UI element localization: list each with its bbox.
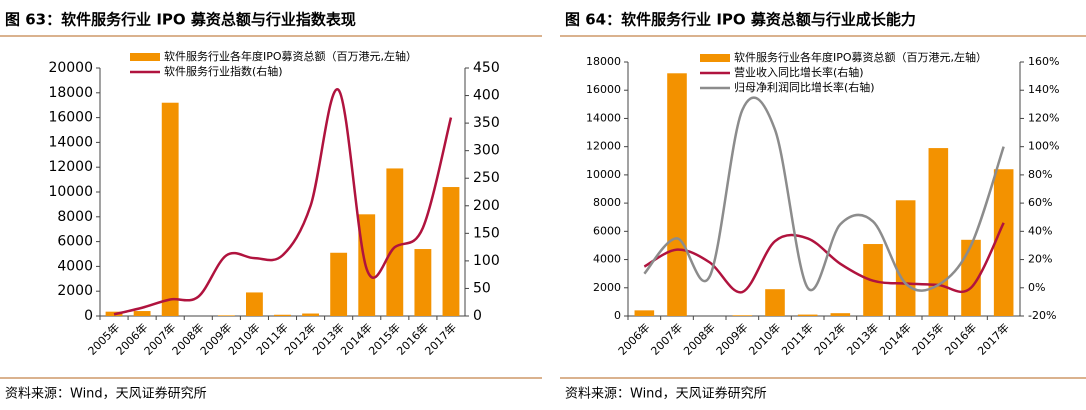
y-tick-label: 4000 (57, 258, 93, 274)
y2-tick-label: 160% (1028, 55, 1059, 68)
y2-tick-label: 450 (473, 60, 500, 76)
legend-label: 归母净利润同比增长率(右轴) (734, 80, 875, 94)
y2-tick-label: 250 (473, 170, 500, 186)
y2-tick-label: 150 (473, 225, 500, 241)
bar (414, 249, 432, 316)
legend-label: 软件服务行业指数(右轴) (164, 64, 283, 78)
y-tick-label: 20000 (48, 60, 93, 76)
y-tick-label: 6000 (593, 224, 621, 237)
y-tick-label: 2000 (57, 283, 93, 299)
chart-title: 图 64：软件服务行业 IPO 募资总额与行业成长能力 (565, 11, 916, 29)
y2-tick-label: 400 (473, 88, 500, 104)
chart-title: 图 63：软件服务行业 IPO 募资总额与行业指数表现 (5, 11, 356, 29)
legend-label: 软件服务行业各年度IPO募资总额（百万港元,左轴） (164, 49, 417, 63)
y-tick-label: 14000 (48, 134, 93, 150)
y-tick-label: 0 (84, 308, 93, 324)
y-tick-label: 10000 (48, 184, 93, 200)
y2-tick-label: 100 (473, 253, 500, 269)
line (643, 222, 1005, 294)
bar (442, 187, 460, 316)
y-tick-label: 8000 (593, 196, 621, 209)
y-tick-label: 12000 (586, 140, 621, 153)
y2-tick-label: 120% (1028, 111, 1059, 124)
bar (217, 315, 235, 316)
bar (667, 73, 687, 317)
y-tick-label: 16000 (586, 83, 621, 96)
y-tick-label: 4000 (593, 253, 621, 266)
y2-tick-label: 0% (1028, 281, 1045, 294)
y-tick-label: 6000 (57, 234, 93, 250)
y2-tick-label: 300 (473, 143, 500, 159)
legend-swatch (700, 54, 730, 62)
y-tick-label: 18000 (48, 85, 93, 101)
y2-tick-label: -20% (1028, 309, 1056, 322)
y2-tick-label: 60% (1028, 196, 1052, 209)
bar (133, 311, 151, 316)
y2-tick-label: 0 (473, 308, 482, 324)
y2-tick-label: 140% (1028, 83, 1059, 96)
bar (765, 289, 785, 316)
y-tick-label: 14000 (586, 111, 621, 124)
y-tick-label: 10000 (586, 168, 621, 181)
legend-label: 营业收入同比增长率(右轴) (734, 65, 864, 79)
y-tick-label: 2000 (593, 281, 621, 294)
bar (386, 168, 404, 316)
bar (634, 310, 655, 316)
legend-swatch (130, 53, 160, 61)
y2-tick-label: 200 (473, 198, 500, 214)
bar (993, 169, 1014, 316)
y2-tick-label: 80% (1028, 168, 1052, 181)
y2-tick-label: 40% (1028, 224, 1052, 237)
y-tick-label: 0 (614, 309, 621, 322)
y2-tick-label: 100% (1028, 140, 1059, 153)
bar (246, 292, 263, 316)
y2-tick-label: 50 (473, 280, 491, 296)
y2-tick-label: 20% (1028, 253, 1052, 266)
bar (161, 102, 179, 316)
bar (330, 252, 348, 316)
bar (830, 313, 851, 316)
y-tick-label: 12000 (48, 159, 93, 175)
y2-tick-label: 350 (473, 115, 500, 131)
y-tick-label: 18000 (586, 55, 621, 68)
bar (928, 148, 949, 316)
bar (797, 314, 818, 316)
y-tick-label: 8000 (57, 209, 93, 225)
legend-label: 软件服务行业各年度IPO募资总额（百万港元,左轴） (734, 50, 987, 64)
bar (274, 314, 291, 316)
line (113, 88, 453, 316)
y-tick-label: 16000 (48, 110, 93, 126)
bar (732, 315, 753, 316)
source: 资料来源：Wind，天风证券研究所 (5, 386, 207, 402)
line (643, 96, 1005, 292)
source: 资料来源：Wind，天风证券研究所 (565, 386, 767, 402)
bar (895, 200, 916, 316)
bar (302, 313, 319, 316)
bar (961, 239, 981, 316)
